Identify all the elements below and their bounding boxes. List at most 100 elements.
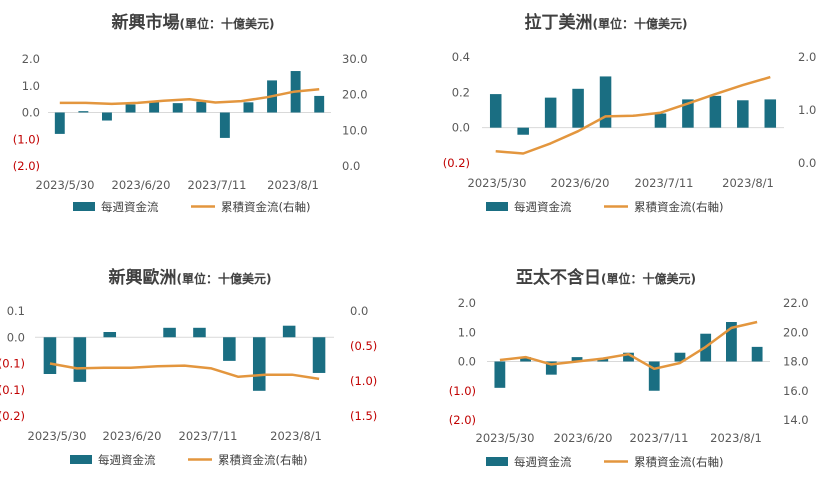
weekly-flow-bar — [623, 352, 634, 362]
legend-bar-swatch — [73, 202, 95, 211]
chart-4: 亞太不含日(單位：十億美元) 2.0 1.0 0.0 (1.0) (2.0) 22.0 20.… — [449, 267, 809, 469]
right-tick-label: 16.0 — [783, 384, 809, 398]
left-tick-label: 1.0 — [458, 325, 476, 339]
right-tick-label: 0.0 — [350, 304, 368, 318]
x-tick-label: 2023/6/20 — [551, 176, 610, 190]
legend: 每週資金流 累積資金流(右軸) — [486, 455, 723, 469]
legend-bar-label: 每週資金流 — [514, 200, 572, 214]
weekly-flow-bar — [571, 357, 583, 362]
x-tick-label: 2023/6/20 — [554, 431, 613, 445]
chart-1: 新興市場(單位：十億美元) 2.0 1.0 0.0 (1.0) (2.0) 30.0 20.0… — [13, 12, 368, 214]
x-tick-label: 2023/8/1 — [267, 178, 319, 192]
left-tick-label: (1.0) — [13, 132, 40, 146]
cumulative-flow-line — [49, 362, 320, 381]
left-tick-label: (0.2) — [443, 156, 470, 170]
legend-bar-swatch — [486, 202, 508, 211]
left-tick-label: (0.1) — [0, 357, 25, 371]
chart-title-unit: (單位：十億美元) — [180, 16, 275, 31]
weekly-flow-bar — [489, 94, 502, 128]
weekly-flow-bar — [172, 103, 183, 113]
legend-line-label: 累積資金流(右軸) — [634, 455, 723, 469]
weekly-flow-bar — [243, 102, 254, 113]
weekly-flow-bar — [149, 101, 160, 113]
chart-title-main: 拉丁美洲 — [525, 12, 593, 33]
weekly-flow-bar — [599, 76, 612, 128]
weekly-flow-bar — [737, 100, 749, 128]
right-tick-label: 10.0 — [342, 123, 368, 137]
right-tick-label: 0.0 — [798, 156, 816, 170]
left-tick-label: 0.2 — [452, 85, 470, 99]
left-tick-label: 2.0 — [22, 52, 40, 66]
weekly-flow-bar — [544, 97, 557, 128]
chart-title-unit: (單位：十億美元) — [177, 271, 272, 286]
left-tick-label: 0.0 — [452, 121, 470, 135]
weekly-flow-bar — [125, 104, 136, 113]
chart-title-unit: (單位：十億美元) — [601, 271, 696, 286]
right-tick-label: 18.0 — [783, 355, 809, 369]
left-tick-label: 1.0 — [22, 79, 40, 93]
chart-title-main: 亞太不含日 — [516, 267, 601, 288]
right-tick-label: 1.0 — [798, 103, 816, 117]
weekly-flow-bar — [282, 325, 296, 338]
cumulative-flow-line — [59, 88, 320, 106]
chart-2: 拉丁美洲(單位：十億美元) 0.4 0.2 0.0 (0.2) 2.0 1.0 0.0 2023… — [443, 12, 817, 214]
weekly-flow-bar — [312, 337, 326, 373]
chart-title-main: 新興市場 — [112, 12, 180, 33]
legend-bar-label: 每週資金流 — [98, 453, 156, 467]
right-tick-label: (1.0) — [350, 374, 377, 388]
x-tick-label: 2023/6/20 — [103, 429, 162, 443]
chart-title: 亞太不含日(單位：十億美元) — [516, 267, 696, 288]
x-tick-label: 2023/6/20 — [112, 178, 171, 192]
weekly-flow-bar — [193, 327, 206, 338]
x-tick-label: 2023/5/30 — [468, 176, 527, 190]
right-tick-label: 20.0 — [783, 325, 809, 339]
legend: 每週資金流 累積資金流(右軸) — [73, 200, 310, 214]
weekly-flow-bar — [517, 127, 529, 135]
left-tick-label: (1.0) — [449, 384, 476, 398]
x-tick-label: 2023/5/30 — [28, 429, 87, 443]
weekly-flow-bar — [726, 322, 737, 362]
right-tick-label: 30.0 — [342, 52, 368, 66]
x-tick-label: 2023/8/1 — [710, 431, 762, 445]
weekly-flow-bar — [163, 327, 176, 338]
x-tick-label: 2023/5/30 — [36, 178, 95, 192]
weekly-flow-bar — [682, 99, 694, 128]
chart-title: 拉丁美洲(單位：十億美元) — [525, 12, 688, 33]
legend-bar-label: 每週資金流 — [101, 200, 159, 214]
x-tick-label: 2023/7/11 — [188, 178, 247, 192]
weekly-flow-bar — [252, 337, 266, 391]
left-tick-label: (2.0) — [13, 159, 40, 173]
legend-bar-swatch — [70, 455, 92, 464]
weekly-flow-bar — [314, 95, 325, 113]
weekly-flow-bar — [654, 113, 667, 128]
x-tick-label: 2023/7/11 — [630, 431, 689, 445]
right-tick-label: (1.5) — [350, 409, 377, 423]
weekly-flow-bar — [223, 337, 236, 361]
left-tick-label: 0.4 — [452, 50, 470, 64]
weekly-flow-bar — [764, 99, 777, 128]
weekly-flow-bar — [648, 361, 660, 391]
chart-title: 新興歐洲(單位：十億美元) — [109, 267, 272, 288]
right-tick-label: 2.0 — [798, 50, 816, 64]
x-tick-label: 2023/5/30 — [476, 431, 535, 445]
weekly-flow-bar — [545, 361, 557, 375]
weekly-flow-bar — [102, 112, 112, 121]
right-tick-label: (0.5) — [350, 339, 377, 353]
legend-bar-label: 每週資金流 — [514, 455, 572, 469]
x-tick-label: 2023/8/1 — [270, 429, 322, 443]
left-tick-label: 0.0 — [458, 355, 476, 369]
weekly-flow-bar — [43, 337, 57, 374]
weekly-flow-bar — [103, 332, 117, 338]
chart-3: 新興歐洲(單位：十億美元) 0.1 0.0 (0.1) (0.1) (0.2) 0.0 (0.… — [0, 267, 377, 467]
weekly-flow-bar — [520, 357, 531, 362]
weekly-flow-bar — [709, 95, 722, 128]
x-tick-label: 2023/7/11 — [179, 429, 238, 443]
right-tick-label: 20.0 — [342, 88, 368, 102]
right-tick-label: 14.0 — [783, 413, 809, 427]
right-tick-label: 22.0 — [783, 296, 809, 310]
left-tick-label: 2.0 — [458, 296, 476, 310]
chart-title-main: 新興歐洲 — [109, 267, 177, 288]
cumulative-flow-line — [499, 320, 758, 371]
cumulative-flow-line — [495, 75, 771, 155]
